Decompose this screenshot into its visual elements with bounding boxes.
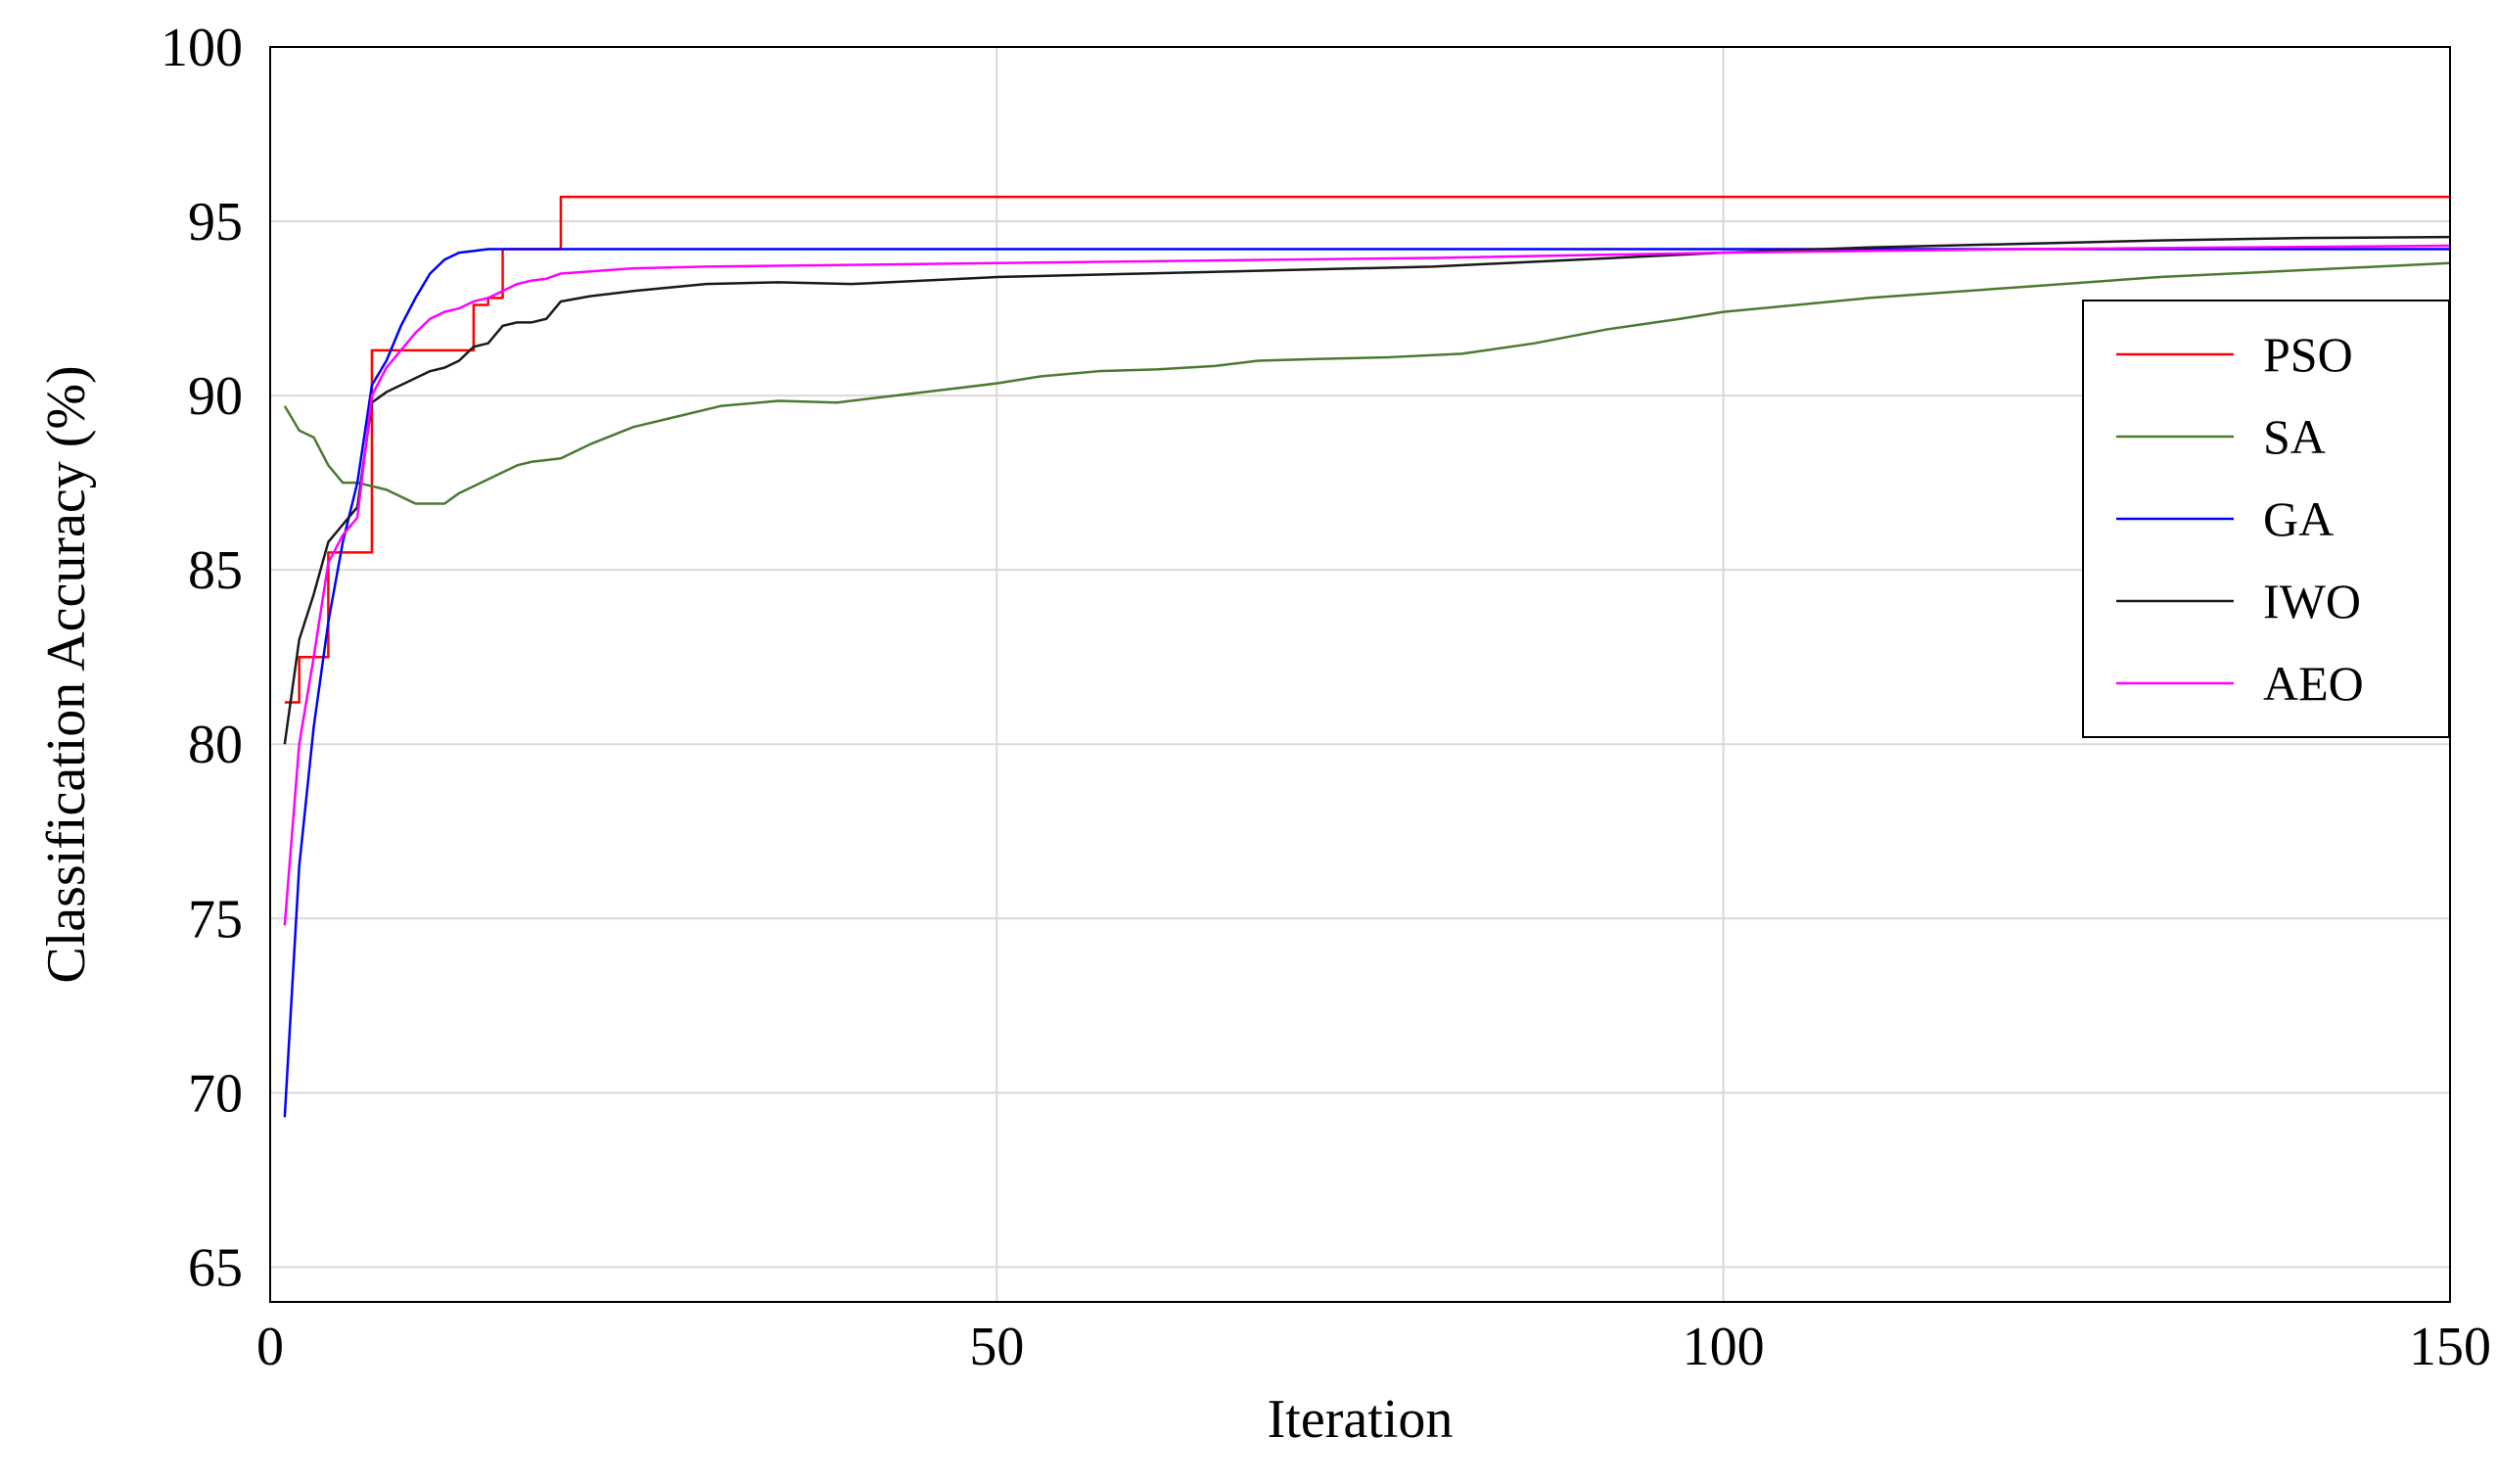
legend-label: GA — [2263, 491, 2334, 546]
series-line-aeo — [283, 244, 2451, 926]
series-line-ga — [283, 248, 2450, 1118]
legend-label: IWO — [2263, 574, 2361, 628]
series-lines — [283, 195, 2451, 1118]
y-tick-label: 75 — [188, 889, 243, 950]
x-axis-title: Iteration — [1268, 1389, 1454, 1450]
y-tick-label: 90 — [188, 366, 243, 427]
legend: PSO SA GA IWO AEO — [2082, 300, 2450, 738]
y-axis-title: Classification Accuracy (%) — [36, 365, 97, 983]
y-tick-label: 80 — [188, 715, 243, 775]
x-tick-label: 150 — [2409, 1317, 2491, 1377]
legend-label: PSO — [2263, 327, 2353, 382]
y-tick-label: 65 — [188, 1237, 243, 1298]
tick-labels: 65 70 75 80 85 90 95 100 0 50 100 150 — [161, 18, 2491, 1377]
x-tick-label: 0 — [256, 1317, 284, 1377]
y-tick-label: 85 — [188, 540, 243, 601]
x-tick-label: 100 — [1683, 1317, 1765, 1377]
series-line-sa — [283, 261, 2451, 505]
y-tick-label: 95 — [188, 192, 243, 253]
y-tick-label: 100 — [161, 18, 243, 78]
x-tick-label: 50 — [969, 1317, 1024, 1377]
gridlines — [270, 46, 2450, 1302]
y-tick-label: 70 — [188, 1063, 243, 1124]
legend-label: SA — [2263, 409, 2326, 464]
legend-label: AEO — [2263, 656, 2364, 711]
